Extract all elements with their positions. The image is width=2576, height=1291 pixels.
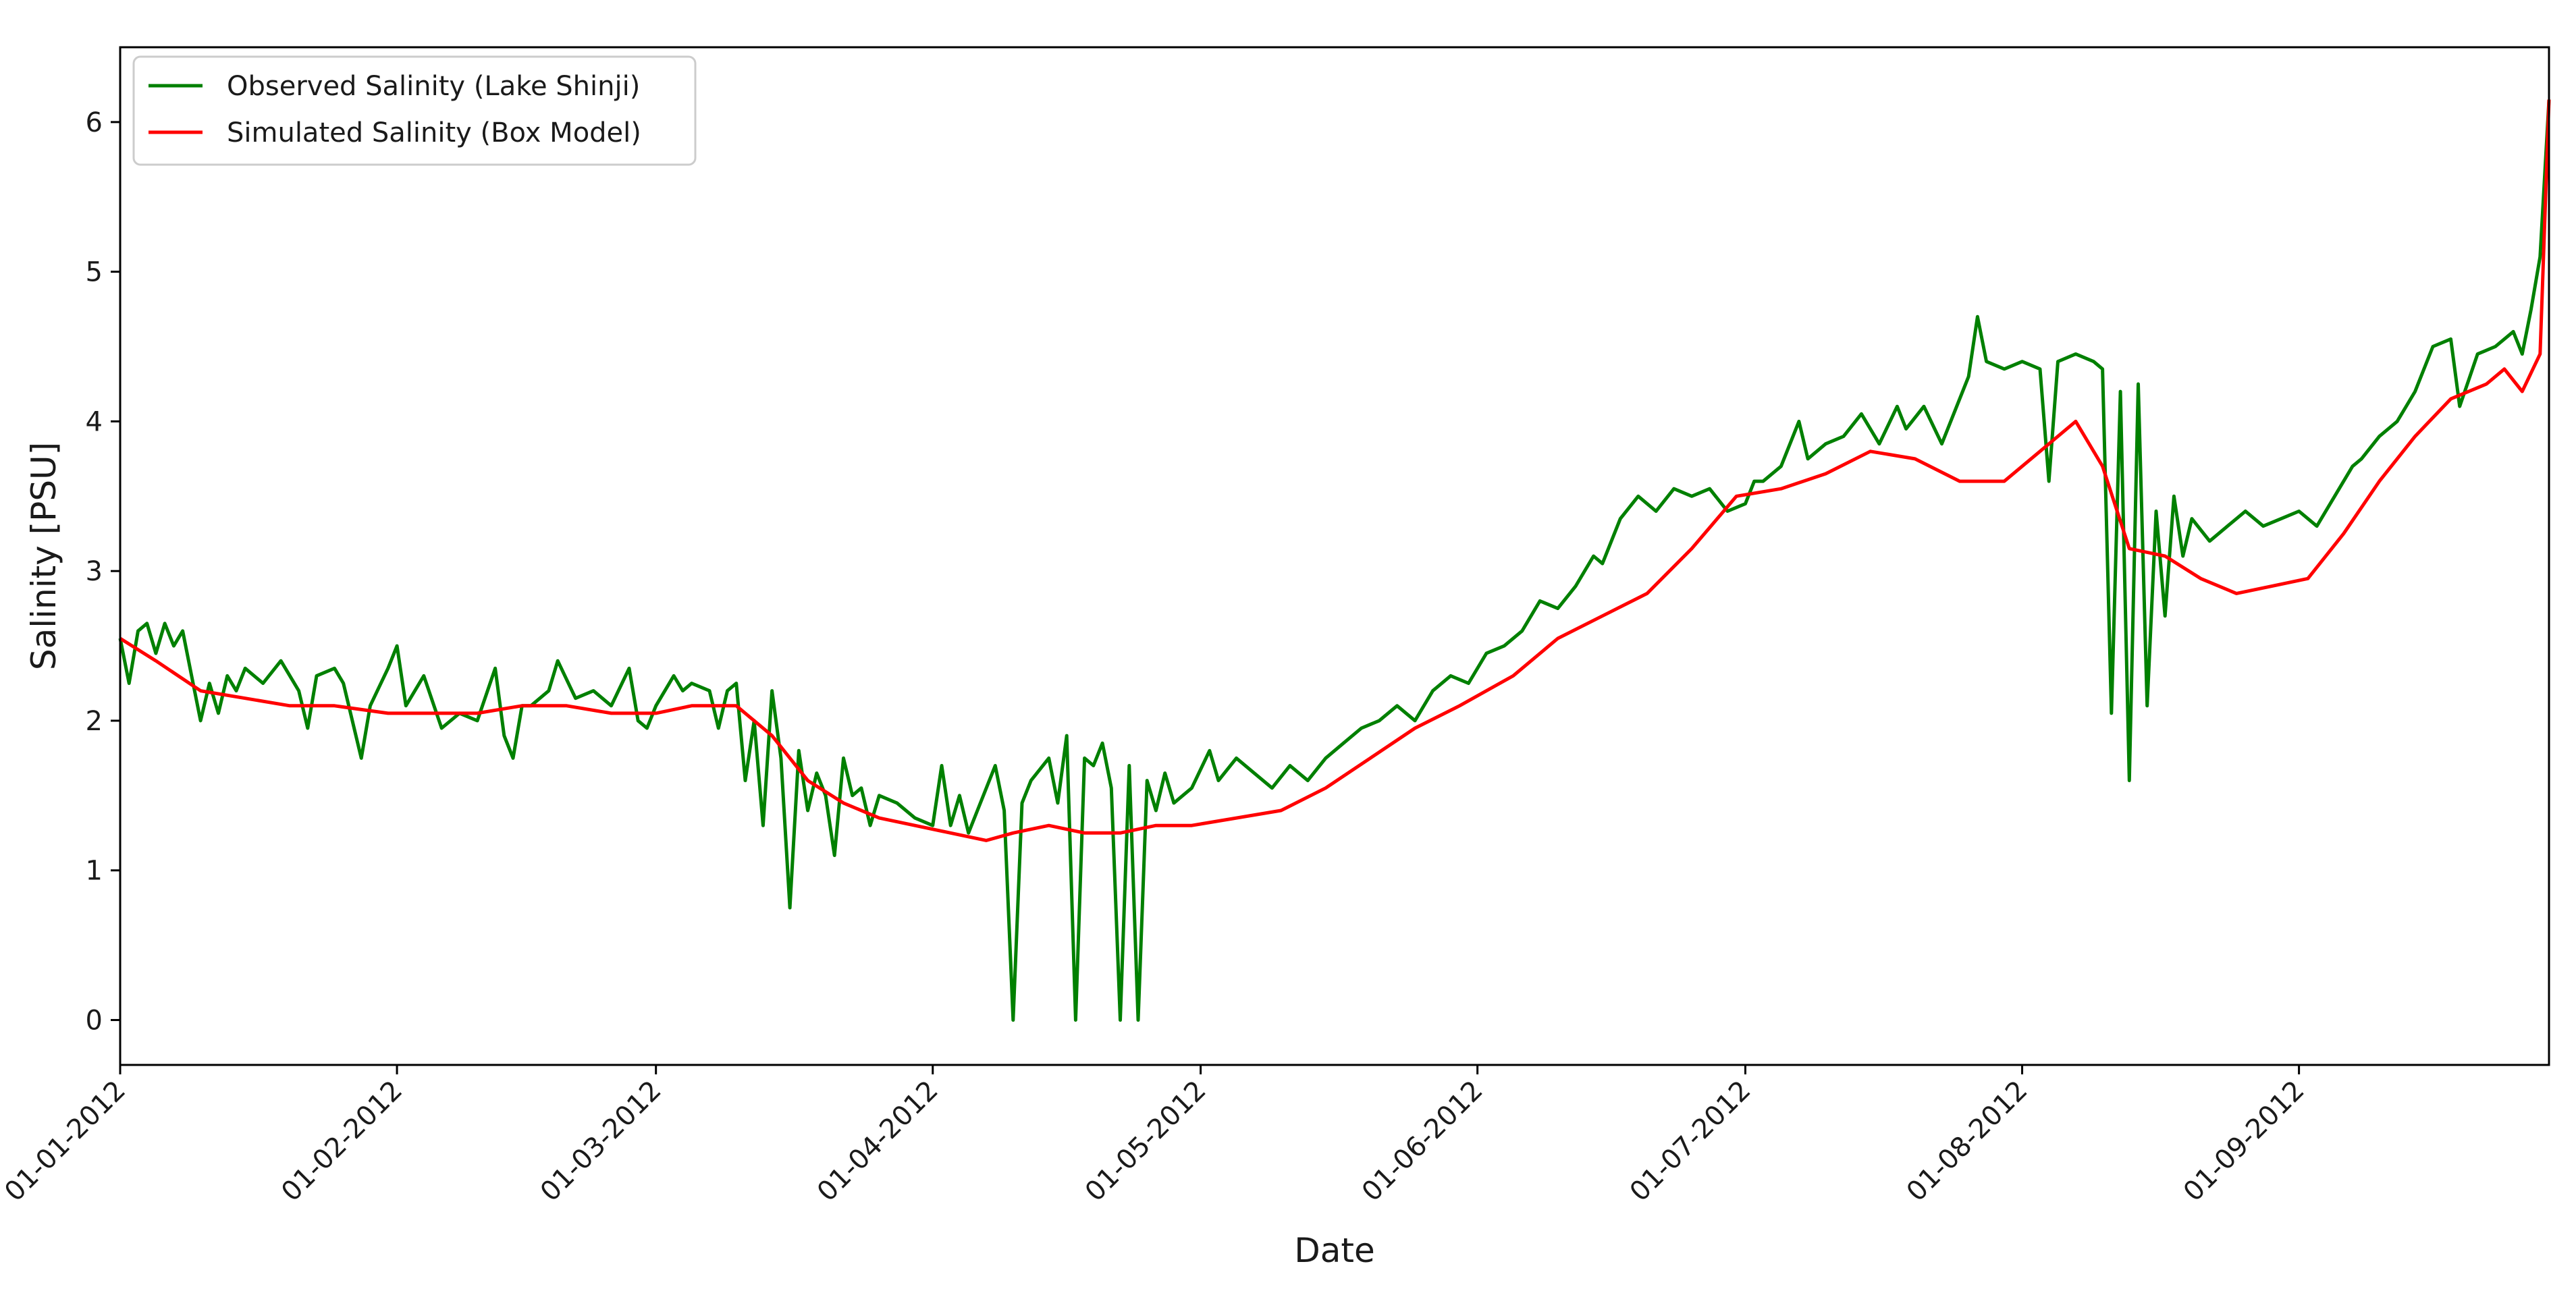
legend-label-observed: Observed Salinity (Lake Shinji) (227, 71, 640, 102)
plot-frame (119, 46, 2550, 1066)
series-line-simulated (119, 99, 2551, 842)
x-axis-label: Date (1294, 1231, 1375, 1270)
y-tick-label: 5 (86, 257, 103, 288)
series-line-observed (118, 99, 2551, 1022)
y-axis-label: Salinity [PSU] (24, 442, 63, 670)
y-axis: 0 1 2 3 4 5 6 (86, 107, 120, 1036)
y-tick-label: 3 (86, 556, 103, 587)
legend-label-simulated: Simulated Salinity (Box Model) (227, 117, 641, 148)
y-tick-label: 2 (86, 706, 103, 737)
legend-box (132, 55, 697, 166)
y-tick-label: 0 (86, 1005, 103, 1036)
series-layer (118, 99, 2551, 1022)
y-tick-label: 1 (86, 856, 103, 887)
legend: Observed Salinity (Lake Shinji) Simulate… (132, 55, 697, 166)
y-tick-label: 6 (86, 107, 103, 138)
y-tick-label: 4 (86, 406, 103, 437)
